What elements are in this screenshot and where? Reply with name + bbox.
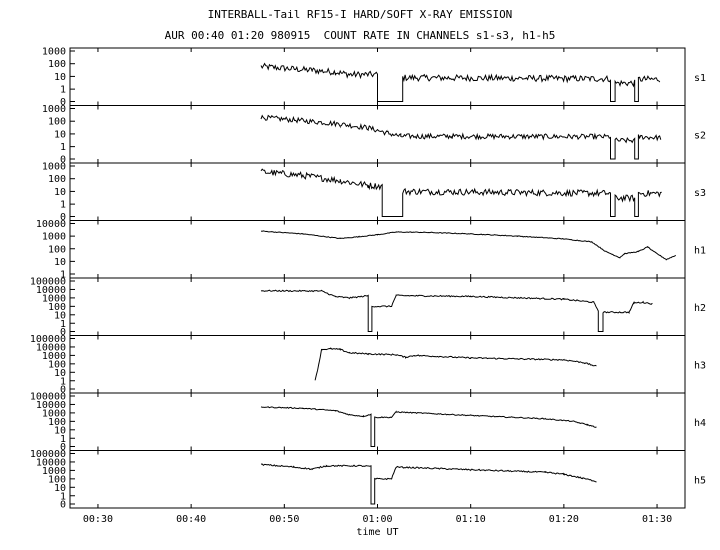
panel-frame-h5: [69, 450, 686, 509]
y-tick-label: 100000: [30, 277, 66, 288]
series-line-h2: [260, 289, 653, 332]
channel-label-h5: h5: [694, 475, 706, 486]
y-tick-label: 10: [54, 72, 66, 83]
y-tick-label: 10000: [36, 285, 66, 296]
y-tick-label: 100: [48, 474, 66, 485]
y-tick-label: 1000: [42, 466, 66, 477]
panel-frame-s3: [69, 162, 686, 221]
y-tick-label: 1: [60, 434, 66, 445]
y-tick-label: 100: [48, 302, 66, 313]
series-line-s3: [260, 168, 662, 217]
channel-label-s3: s3: [694, 188, 706, 199]
y-tick-label: 100000: [30, 449, 66, 460]
y-tick-label: 10: [54, 483, 66, 494]
series-line-h4: [260, 406, 597, 447]
x-tick-label: 01:20: [549, 514, 579, 525]
y-tick-label: 1000: [42, 293, 66, 304]
series-line-h5: [260, 463, 597, 505]
y-tick-label: 10: [54, 368, 66, 379]
y-tick-label: 1: [60, 270, 66, 281]
y-tick-label: 0: [60, 97, 66, 108]
y-tick-label: 0: [60, 155, 66, 166]
x-tick-label: 01:30: [642, 514, 672, 525]
series-line-h3: [314, 347, 597, 381]
panel-frame-h3: [69, 335, 686, 394]
y-tick-label: 100: [48, 244, 66, 255]
panel-frame-h4: [69, 392, 686, 451]
y-tick-label: 1: [60, 85, 66, 96]
y-tick-label: 0: [60, 385, 66, 396]
y-tick-label: 10: [54, 425, 66, 436]
y-tick-label: 10: [54, 129, 66, 140]
y-tick-label: 1000: [42, 162, 66, 173]
y-tick-label: 1000: [42, 232, 66, 243]
y-tick-label: 0: [60, 212, 66, 223]
y-tick-label: 10000: [36, 342, 66, 353]
y-tick-label: 100000: [30, 392, 66, 403]
y-tick-label: 1: [60, 491, 66, 502]
series-line-s2: [260, 114, 662, 160]
y-tick-label: 1000: [42, 351, 66, 362]
channel-label-h1: h1: [694, 245, 706, 256]
channel-label-h3: h3: [694, 360, 706, 371]
y-tick-label: 1: [60, 142, 66, 153]
y-tick-label: 100: [48, 59, 66, 70]
channel-label-s1: s1: [694, 73, 706, 84]
y-tick-label: 10000: [36, 400, 66, 411]
chart-title: INTERBALL-Tail RF15-I HARD/SOFT X-RAY EM…: [207, 8, 513, 21]
y-tick-label: 10000: [36, 219, 66, 230]
y-tick-label: 0: [60, 500, 66, 511]
x-tick-label: 00:40: [176, 514, 206, 525]
channel-label-h4: h4: [694, 418, 706, 429]
y-tick-label: 100: [48, 117, 66, 128]
y-tick-label: 10: [54, 257, 66, 268]
series-line-h1: [260, 230, 676, 261]
y-tick-label: 10000: [36, 457, 66, 468]
y-tick-label: 0: [60, 327, 66, 338]
x-tick-label: 01:10: [456, 514, 486, 525]
y-tick-label: 10: [54, 187, 66, 198]
y-tick-label: 10: [54, 310, 66, 321]
y-tick-label: 100: [48, 417, 66, 428]
x-tick-label: 00:50: [269, 514, 299, 525]
y-tick-label: 1: [60, 319, 66, 330]
y-tick-label: 1000: [42, 408, 66, 419]
channel-label-s2: s2: [694, 130, 706, 141]
y-tick-label: 100000: [30, 334, 66, 345]
y-tick-label: 100: [48, 174, 66, 185]
y-tick-label: 1: [60, 200, 66, 211]
x-tick-label: 01:00: [362, 514, 392, 525]
x-axis-label: time UT: [356, 527, 398, 538]
y-tick-label: 1000: [42, 104, 66, 115]
x-tick-label: 00:30: [83, 514, 113, 525]
chart-subtitle: AUR 00:40 01:20 980915 COUNT RATE IN CHA…: [164, 29, 556, 42]
series-line-s1: [260, 62, 661, 102]
panel-frame-h1: [69, 220, 686, 279]
y-tick-label: 0: [60, 442, 66, 453]
y-tick-label: 100: [48, 359, 66, 370]
channel-label-h2: h2: [694, 303, 706, 314]
y-tick-label: 1: [60, 376, 66, 387]
y-tick-label: 1000: [42, 47, 66, 58]
